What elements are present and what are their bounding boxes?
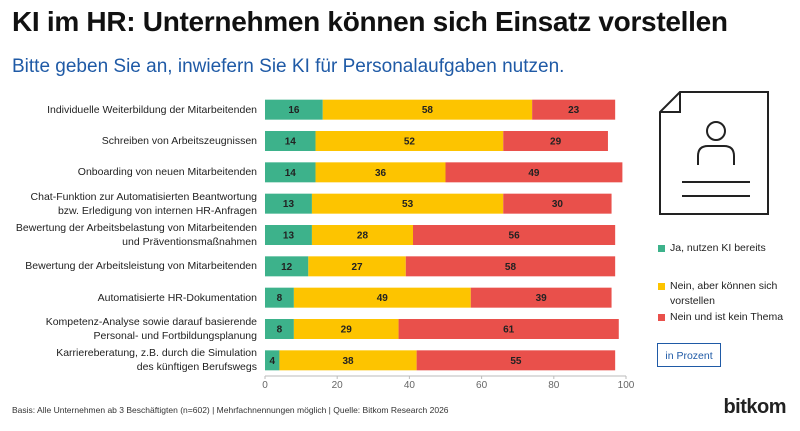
bar-segment <box>308 256 406 277</box>
bar-segment <box>265 162 316 183</box>
legend-swatch <box>658 283 665 290</box>
value-label: 23 <box>568 105 580 116</box>
bar-segment <box>279 350 417 371</box>
legend-swatch <box>658 314 665 321</box>
bar-segment <box>265 193 312 214</box>
value-label: 49 <box>377 293 389 304</box>
value-label: 58 <box>422 105 434 116</box>
value-label: 58 <box>505 262 517 273</box>
value-label: 55 <box>510 356 522 367</box>
category-label: Chat-Funktion zur Automatisierten Beantw… <box>30 190 257 217</box>
value-label: 4 <box>269 356 275 367</box>
category-label: Karriereberatung, z.B. durch die Simulat… <box>56 347 257 374</box>
bar-segment <box>503 131 608 151</box>
legend-label: Ja, nutzen KI bereits <box>670 242 766 254</box>
value-label: 29 <box>550 137 562 148</box>
title: KI im HR: Unternehmen können sich Einsat… <box>12 6 728 37</box>
bar-segment <box>265 99 323 120</box>
value-label: 12 <box>281 262 293 273</box>
category-label: Kompetenz-Analyse sowie darauf basierend… <box>45 316 257 342</box>
x-tick-label: 0 <box>262 380 268 391</box>
bar-segment <box>265 256 309 277</box>
value-label: 49 <box>528 168 540 179</box>
bar-segment <box>311 225 414 245</box>
bar-segment <box>265 131 316 151</box>
value-label: 8 <box>277 293 283 304</box>
legend-label: Nein, aber können sich vorstellen <box>670 280 778 307</box>
value-label: 30 <box>552 199 564 210</box>
brand-logo: bitkom <box>723 396 786 418</box>
bar-segment <box>265 287 294 308</box>
category-label: Bewertung der Arbeitsbelastung von Mitar… <box>15 222 257 248</box>
value-label: 27 <box>351 262 363 273</box>
bar-segment <box>311 193 504 214</box>
bar-segment <box>405 256 616 277</box>
bar-segment <box>413 225 616 245</box>
category-label: Automatisierte HR-Dokumentation <box>97 291 257 304</box>
bar-segment <box>265 350 280 371</box>
bar-segment <box>315 131 504 151</box>
bar-segment <box>293 287 471 308</box>
value-label: 16 <box>288 105 300 116</box>
bar-segment <box>265 319 294 339</box>
value-label: 13 <box>283 199 295 210</box>
x-tick-label: 80 <box>548 380 560 391</box>
unit-note: in Prozent <box>657 343 721 367</box>
value-label: 14 <box>285 168 297 179</box>
bar-segment <box>315 162 446 183</box>
value-label: 52 <box>404 137 416 148</box>
bar-segment <box>265 225 312 245</box>
x-tick-label: 40 <box>404 380 416 391</box>
source: Basis: Alle Unternehmen ab 3 Beschäftigt… <box>12 405 449 415</box>
bar-segment <box>532 99 616 120</box>
x-tick-label: 100 <box>618 380 635 391</box>
value-label: 39 <box>536 293 548 304</box>
x-tick-label: 60 <box>476 380 488 391</box>
category-label: Schreiben von Arbeitszeugnissen <box>101 135 257 147</box>
legend-label: Nein und ist kein Thema <box>670 311 784 323</box>
value-label: 28 <box>357 231 369 242</box>
bar-segment <box>398 319 619 339</box>
value-label: 38 <box>342 356 354 367</box>
value-label: 56 <box>509 231 521 242</box>
document-icon <box>659 91 769 215</box>
subtitle: Bitte geben Sie an, inwiefern Sie KI für… <box>12 56 565 77</box>
x-tick-label: 20 <box>332 380 344 391</box>
value-label: 13 <box>283 231 295 242</box>
value-label: 53 <box>402 199 414 210</box>
value-label: 8 <box>277 325 283 336</box>
bar-segment <box>470 287 612 308</box>
category-label: Individuelle Weiterbildung der Mitarbeit… <box>47 103 257 116</box>
value-label: 14 <box>285 137 297 148</box>
legend-swatch <box>658 245 665 252</box>
bar-segment <box>322 99 533 120</box>
bar-segment <box>445 162 623 183</box>
bar-segment <box>503 193 612 214</box>
bar-segment <box>416 350 616 371</box>
value-label: 61 <box>503 325 515 336</box>
value-label: 36 <box>375 168 387 179</box>
bar-segment <box>293 319 399 339</box>
value-label: 29 <box>341 325 353 336</box>
category-label: Onboarding von neuen Mitarbeitenden <box>77 166 257 179</box>
category-label: Bewertung der Arbeitsleistung von Mitarb… <box>25 260 257 273</box>
